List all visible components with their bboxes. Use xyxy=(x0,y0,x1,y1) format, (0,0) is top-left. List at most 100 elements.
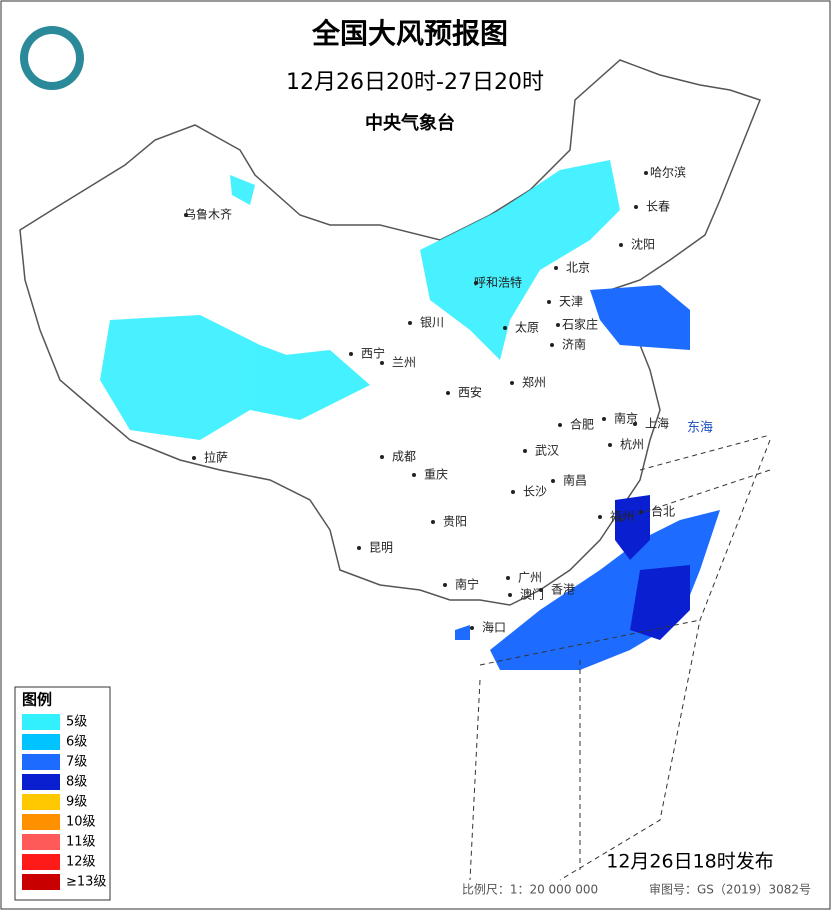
city-label: 郑州 xyxy=(522,375,546,390)
legend-label: 10级 xyxy=(66,815,96,830)
legend-swatch xyxy=(22,754,60,770)
city-label: 广州 xyxy=(518,571,542,585)
legend-label: ≥13级 xyxy=(66,875,106,890)
city-label: 兰州 xyxy=(392,356,416,370)
legend-label: 9级 xyxy=(66,795,87,810)
city-label: 乌鲁木齐 xyxy=(184,207,232,222)
city-dot xyxy=(184,213,188,217)
city-dot xyxy=(506,576,510,580)
city-dot xyxy=(412,473,416,477)
city-dot xyxy=(634,205,638,209)
city-dot xyxy=(474,281,478,285)
city-dot xyxy=(470,626,474,630)
city-dot xyxy=(608,443,612,447)
sea-label: 东海 xyxy=(687,421,713,436)
city-label: 北京 xyxy=(566,261,590,275)
city-label: 福州 xyxy=(610,509,634,524)
city-dot xyxy=(503,326,507,330)
city-label: 香港 xyxy=(551,583,575,597)
legend-title: 图例 xyxy=(22,691,52,709)
legend-label: 11级 xyxy=(66,835,96,850)
city-label: 杭州 xyxy=(620,437,644,452)
city-dot xyxy=(523,449,527,453)
legend-label: 7级 xyxy=(66,755,87,770)
legend-label: 5级 xyxy=(66,715,87,730)
approval: 审图号：GS（2019）3082号 xyxy=(649,882,811,897)
city-dot xyxy=(554,266,558,270)
city-dot xyxy=(644,171,648,175)
legend-swatch xyxy=(22,734,60,750)
city-dot xyxy=(511,490,515,494)
legend-label: 6级 xyxy=(66,735,87,750)
city-label: 贵阳 xyxy=(443,515,467,529)
legend-label: 12级 xyxy=(66,855,96,870)
city-dot xyxy=(380,361,384,365)
city-dot xyxy=(510,381,514,385)
city-label: 西宁 xyxy=(361,346,385,361)
city-label: 西安 xyxy=(458,385,482,400)
city-label: 武汉 xyxy=(535,444,559,458)
city-label: 南昌 xyxy=(563,473,587,488)
city-dot xyxy=(539,588,543,592)
logo-inner xyxy=(28,34,76,82)
city-dot xyxy=(408,321,412,325)
legend-label: 8级 xyxy=(66,775,87,790)
city-dot xyxy=(619,243,623,247)
issuer: 中央气象台 xyxy=(365,112,455,134)
city-label: 太原 xyxy=(515,320,539,335)
legend-swatch xyxy=(22,874,60,890)
city-label: 拉萨 xyxy=(204,450,228,465)
period: 12月26日20时-27日20时 xyxy=(286,70,544,95)
city-dot xyxy=(556,323,560,327)
legend-swatch xyxy=(22,834,60,850)
city-label: 台北 xyxy=(651,504,675,519)
city-label: 呼和浩特 xyxy=(474,275,522,290)
wind-level-5-areas xyxy=(100,160,620,440)
city-dot xyxy=(551,479,555,483)
city-label: 沈阳 xyxy=(631,237,655,252)
city-dot xyxy=(443,583,447,587)
city-dot xyxy=(431,520,435,524)
legend: 5级 6级 7级 8级 9级 10级 11级 12级 ≥13级 xyxy=(22,714,106,890)
city-dot xyxy=(446,391,450,395)
legend-swatch xyxy=(22,814,60,830)
city-dot xyxy=(558,423,562,427)
city-label: 昆明 xyxy=(369,541,393,555)
city-label: 澳门 xyxy=(520,587,544,602)
city-dot xyxy=(349,352,353,356)
city-label: 长春 xyxy=(646,200,670,214)
issued-time: 12月26日18时发布 xyxy=(606,851,774,873)
legend-swatch xyxy=(22,774,60,790)
city-label: 济南 xyxy=(562,337,586,352)
city-dot xyxy=(602,417,606,421)
city-label: 长沙 xyxy=(523,485,547,499)
city-dot xyxy=(357,546,361,550)
city-label: 银川 xyxy=(420,316,444,330)
city-label: 合肥 xyxy=(570,417,594,432)
city-dot xyxy=(639,510,643,514)
city-dot xyxy=(380,455,384,459)
city-label: 海口 xyxy=(482,620,506,635)
city-label: 南宁 xyxy=(455,577,479,592)
city-label: 成都 xyxy=(392,450,416,464)
legend-swatch xyxy=(22,794,60,810)
legend-swatch xyxy=(22,714,60,730)
city-dot xyxy=(547,300,551,304)
city-label: 重庆 xyxy=(424,468,448,482)
scale: 比例尺：1：20 000 000 xyxy=(462,883,598,897)
city-dot xyxy=(508,593,512,597)
city-label: 南京 xyxy=(614,411,638,426)
city-dot xyxy=(633,422,637,426)
sea-boundaries xyxy=(469,434,771,881)
city-label: 石家庄 xyxy=(562,317,598,332)
city-label: 哈尔滨 xyxy=(650,165,686,180)
legend-swatch xyxy=(22,854,60,870)
city-dot xyxy=(192,456,196,460)
city-dot xyxy=(550,343,554,347)
city-label: 上海 xyxy=(645,416,669,431)
city-dot xyxy=(598,515,602,519)
title: 全国大风预报图 xyxy=(311,17,508,50)
city-label: 天津 xyxy=(559,295,583,309)
